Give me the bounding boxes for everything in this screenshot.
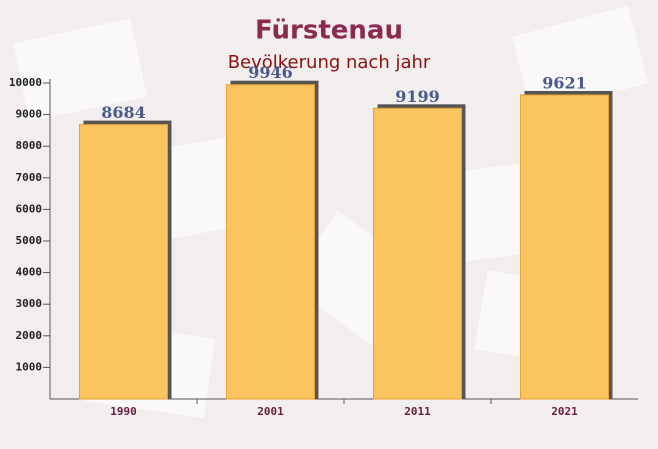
x-tick-label: 1990 xyxy=(110,405,137,418)
y-tick-label: 5000 xyxy=(16,234,43,247)
y-tick-label: 2000 xyxy=(16,329,43,342)
y-tick-label: 1000 xyxy=(16,360,43,373)
value-label: 9946 xyxy=(248,63,293,82)
chart-title: Fürstenau xyxy=(255,16,403,46)
y-tick-label: 10000 xyxy=(9,76,42,89)
y-tick-label: 6000 xyxy=(16,202,43,215)
y-tick-label: 3000 xyxy=(16,297,43,310)
y-tick-label: 4000 xyxy=(16,266,43,279)
x-tick-label: 2021 xyxy=(551,405,578,418)
x-tick-label: 2001 xyxy=(257,405,284,418)
y-tick-label: 9000 xyxy=(16,108,43,121)
value-label: 9199 xyxy=(395,87,440,106)
bar xyxy=(520,94,609,400)
x-tick-label: 2011 xyxy=(404,405,431,418)
bar xyxy=(226,84,315,400)
bar xyxy=(79,124,168,400)
y-tick-label: 8000 xyxy=(16,139,43,152)
chart-subtitle: Bevölkerung nach jahr xyxy=(228,52,431,73)
y-tick-label: 7000 xyxy=(16,171,43,184)
value-label: 9621 xyxy=(542,73,587,92)
bar xyxy=(373,107,462,400)
value-label: 8684 xyxy=(101,103,146,122)
